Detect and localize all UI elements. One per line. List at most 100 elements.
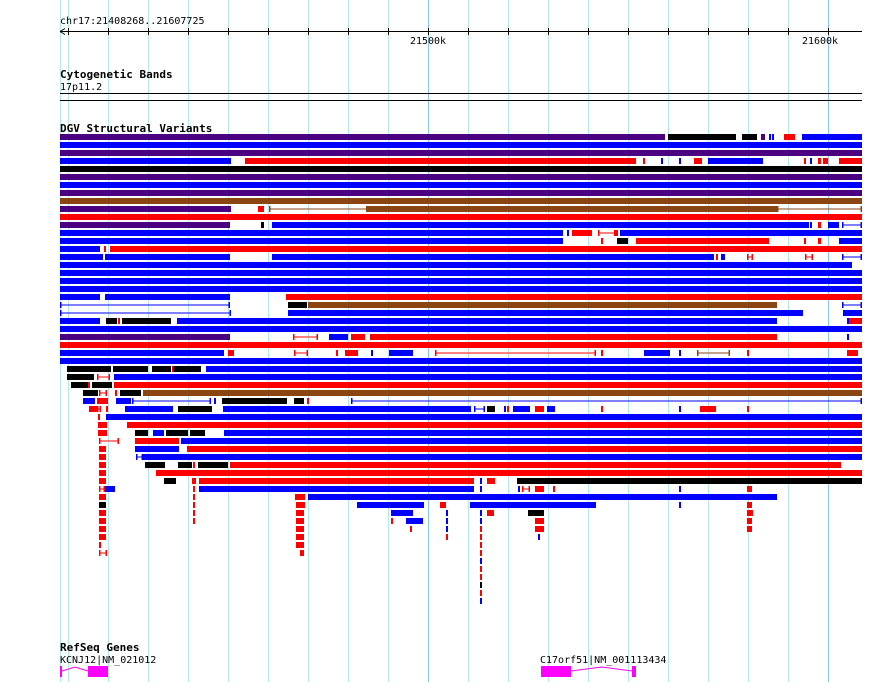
variant-bar[interactable] <box>60 326 862 332</box>
variant-bar[interactable] <box>567 230 569 236</box>
variant-bar[interactable] <box>296 534 304 540</box>
variant-bar[interactable] <box>847 318 849 324</box>
variant-bar[interactable] <box>106 414 862 420</box>
variant-bar[interactable] <box>371 350 373 356</box>
variant-bar[interactable] <box>97 398 108 404</box>
variant-bar[interactable] <box>152 366 171 372</box>
variant-bar[interactable] <box>145 462 165 468</box>
variant-bar[interactable] <box>288 310 803 316</box>
variant-connector[interactable] <box>99 390 107 396</box>
variant-connector[interactable] <box>97 374 110 380</box>
variant-bar[interactable] <box>843 310 862 316</box>
variant-bar[interactable] <box>114 374 862 380</box>
variant-bar[interactable] <box>480 550 482 556</box>
variant-bar[interactable] <box>272 254 714 260</box>
variant-bar[interactable] <box>823 158 828 164</box>
variant-bar[interactable] <box>60 198 862 204</box>
variant-bar[interactable] <box>839 158 862 164</box>
variant-bar[interactable] <box>60 270 862 276</box>
variant-connector[interactable] <box>136 454 143 460</box>
variant-bar[interactable] <box>135 430 148 436</box>
variant-connector[interactable] <box>294 350 308 356</box>
variant-bar[interactable] <box>261 222 264 228</box>
variant-connector[interactable] <box>842 254 862 260</box>
variant-bar[interactable] <box>230 462 841 468</box>
variant-bar[interactable] <box>747 350 749 356</box>
variant-bar[interactable] <box>135 438 179 444</box>
variant-bar[interactable] <box>620 230 862 236</box>
variant-bar[interactable] <box>89 406 97 412</box>
variant-bar[interactable] <box>721 254 725 260</box>
variant-bar[interactable] <box>181 438 862 444</box>
variant-connector[interactable] <box>60 310 231 316</box>
variant-bar[interactable] <box>60 334 230 340</box>
variant-bar[interactable] <box>192 478 196 484</box>
variant-bar[interactable] <box>517 478 862 484</box>
variant-bar[interactable] <box>193 494 195 500</box>
variant-bar[interactable] <box>480 518 482 524</box>
variant-connector[interactable] <box>132 398 211 404</box>
variant-bar[interactable] <box>553 486 555 492</box>
variant-bar[interactable] <box>480 478 482 484</box>
variant-bar[interactable] <box>446 518 448 524</box>
variant-bar[interactable] <box>99 454 106 460</box>
variant-bar[interactable] <box>839 238 862 244</box>
variant-bar[interactable] <box>206 366 862 372</box>
variant-bar[interactable] <box>810 222 812 228</box>
variant-connector[interactable] <box>99 486 105 492</box>
variant-bar[interactable] <box>166 430 188 436</box>
variant-bar[interactable] <box>60 182 862 188</box>
variant-bar[interactable] <box>300 550 304 556</box>
variant-bar[interactable] <box>99 526 106 532</box>
variant-bar[interactable] <box>487 406 495 412</box>
variant-bar[interactable] <box>487 510 494 516</box>
variant-connector[interactable] <box>293 334 318 340</box>
variant-bar[interactable] <box>104 246 106 252</box>
variant-bar[interactable] <box>122 318 171 324</box>
variant-connector[interactable] <box>777 206 862 212</box>
ruler[interactable]: chr17:21408268..21607725 21500k 21600k <box>59 16 862 47</box>
variant-bar[interactable] <box>818 158 821 164</box>
variant-bar[interactable] <box>518 486 520 492</box>
variant-bar[interactable] <box>187 446 862 452</box>
variant-bar[interactable] <box>67 366 111 372</box>
variant-bar[interactable] <box>747 486 752 492</box>
variant-bar[interactable] <box>507 406 509 412</box>
variant-bar[interactable] <box>60 150 862 156</box>
variant-bar[interactable] <box>222 398 287 404</box>
variant-bar[interactable] <box>547 406 555 412</box>
variant-connector[interactable] <box>351 398 862 404</box>
variant-bar[interactable] <box>98 422 107 428</box>
variant-bar[interactable] <box>351 334 365 340</box>
variant-bar[interactable] <box>366 206 777 212</box>
variant-bar[interactable] <box>406 518 423 524</box>
variant-bar[interactable] <box>60 174 862 180</box>
variant-bar[interactable] <box>67 374 94 380</box>
variant-bar[interactable] <box>480 590 482 596</box>
variant-bar[interactable] <box>747 526 752 532</box>
variant-bar[interactable] <box>223 406 471 412</box>
variant-bar[interactable] <box>199 478 474 484</box>
variant-bar[interactable] <box>480 534 482 540</box>
variant-bar[interactable] <box>535 518 544 524</box>
variant-bar[interactable] <box>60 166 862 172</box>
variant-bar[interactable] <box>747 406 749 412</box>
variant-bar[interactable] <box>60 342 862 348</box>
variant-bar[interactable] <box>106 318 117 324</box>
variant-bar[interactable] <box>106 406 108 412</box>
variant-bar[interactable] <box>224 430 862 436</box>
variant-bar[interactable] <box>115 390 117 396</box>
variant-bar[interactable] <box>60 350 224 356</box>
variant-bar[interactable] <box>214 398 216 404</box>
variant-bar[interactable] <box>272 222 809 228</box>
variant-bar[interactable] <box>480 582 482 588</box>
variant-bar[interactable] <box>60 214 862 220</box>
variant-bar[interactable] <box>60 158 231 164</box>
variant-bar[interactable] <box>679 486 681 492</box>
variant-bar[interactable] <box>528 510 544 516</box>
variant-bar[interactable] <box>116 398 131 404</box>
variant-bar[interactable] <box>700 406 716 412</box>
variant-bar[interactable] <box>110 246 862 252</box>
gene-model[interactable] <box>541 666 636 677</box>
variant-bar[interactable] <box>679 406 681 412</box>
